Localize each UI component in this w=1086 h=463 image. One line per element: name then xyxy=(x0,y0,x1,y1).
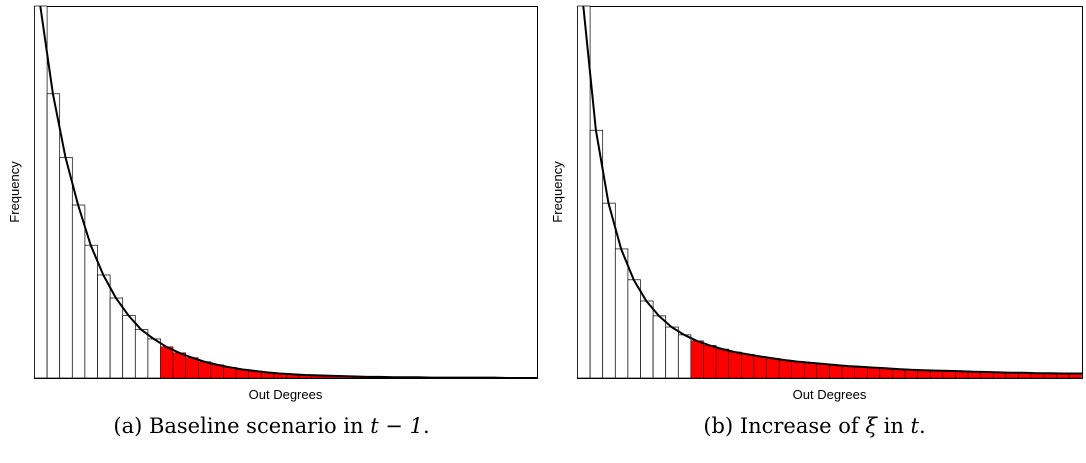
bar xyxy=(147,338,161,379)
x-axis-label: Out Degrees xyxy=(793,387,867,402)
bar xyxy=(34,5,48,379)
bar xyxy=(652,315,667,379)
bar xyxy=(198,361,212,379)
panel-b: Out Degrees Frequency (b) Increase of ξ i… xyxy=(543,0,1086,463)
bar xyxy=(134,329,149,379)
bar xyxy=(665,326,679,379)
bar xyxy=(829,364,843,379)
bar xyxy=(816,363,830,379)
bar xyxy=(589,129,604,379)
bar xyxy=(892,368,906,379)
y-axis-label: Frequency xyxy=(7,161,22,223)
density-curve xyxy=(39,5,537,379)
bar xyxy=(59,157,73,379)
bar xyxy=(160,346,174,379)
bar xyxy=(614,248,629,379)
bar xyxy=(690,340,704,379)
bar xyxy=(841,365,855,379)
chart-b: Out Degrees Frequency xyxy=(550,5,1083,402)
bar xyxy=(854,366,868,379)
x-axis-label: Out Degrees xyxy=(249,387,323,402)
bar xyxy=(741,353,755,379)
panel-a: Out Degrees Frequency (a) Baseline scenar… xyxy=(7,5,538,438)
bar xyxy=(728,351,742,379)
density-curve xyxy=(582,5,1082,375)
bar xyxy=(640,300,654,379)
bar xyxy=(879,368,893,379)
bar xyxy=(766,358,780,379)
bar xyxy=(84,244,98,379)
bar xyxy=(122,315,136,379)
caption-b: (b) Increase of ξ in t. xyxy=(703,414,926,438)
bar xyxy=(677,334,692,379)
bar xyxy=(791,361,805,379)
bar xyxy=(904,369,918,379)
bar xyxy=(109,297,124,379)
bar xyxy=(703,345,717,379)
bar xyxy=(917,369,931,379)
bar xyxy=(627,279,641,379)
bar xyxy=(715,348,729,379)
bar xyxy=(172,352,186,379)
bar xyxy=(46,93,61,379)
bar xyxy=(753,356,767,379)
bar xyxy=(185,357,199,379)
bar xyxy=(778,359,792,379)
bar xyxy=(602,202,616,379)
caption-a: (a) Baseline scenario in t − 1. xyxy=(113,414,430,438)
bar xyxy=(867,367,881,379)
bar xyxy=(97,274,111,379)
bar xyxy=(804,362,818,379)
bar xyxy=(71,204,86,379)
chart-a: Out Degrees Frequency xyxy=(7,5,538,402)
y-axis-label: Frequency xyxy=(550,161,565,223)
